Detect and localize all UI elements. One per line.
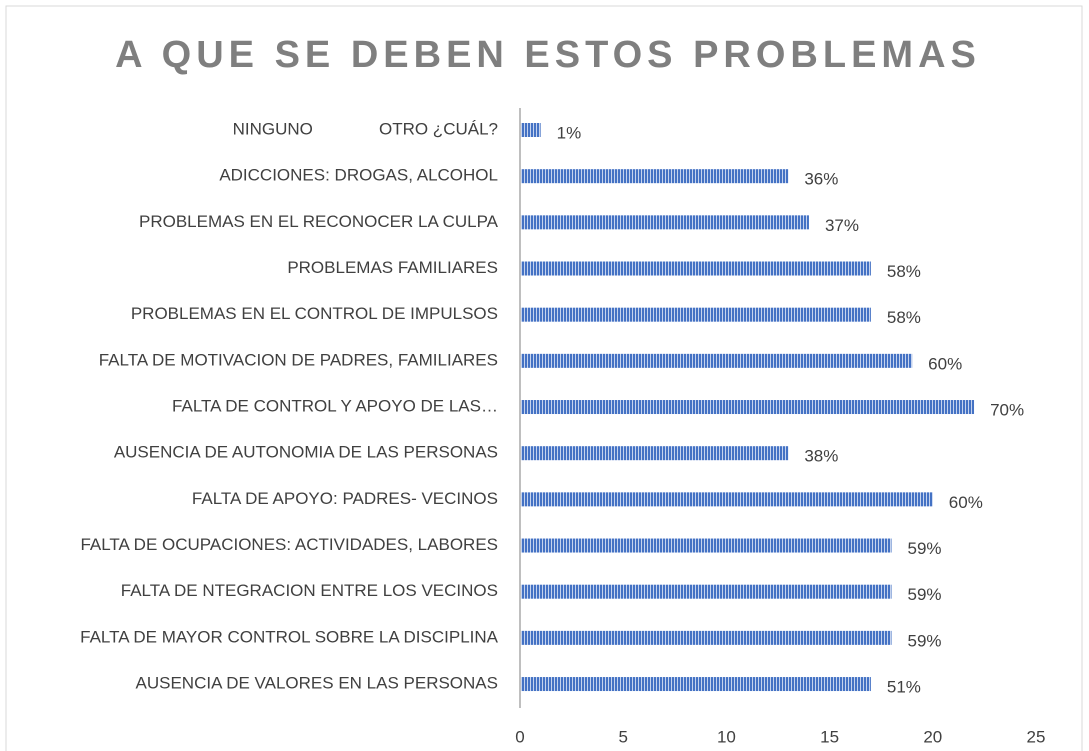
- chart-border: [5, 5, 1083, 751]
- y-tick-label: FALTA DE OCUPACIONES: ACTIVIDADES, LABOR…: [80, 535, 498, 554]
- y-tick-label: AUSENCIA DE VALORES EN LAS PERSONAS: [136, 674, 498, 693]
- y-tick-label: FALTA DE NTEGRACION ENTRE LOS VECINOS: [121, 581, 498, 600]
- value-label: 37%: [825, 216, 859, 235]
- y-tick-label: FALTA DE MAYOR CONTROL SOBRE LA DISCIPLI…: [80, 627, 499, 646]
- x-tick-label: 20: [923, 727, 942, 746]
- bar: [520, 353, 913, 368]
- bar: [520, 492, 933, 507]
- x-tick-label: 10: [717, 727, 736, 746]
- bar: [520, 584, 892, 599]
- value-label: 70%: [990, 401, 1024, 420]
- value-label: 60%: [949, 493, 983, 512]
- bar: [520, 538, 892, 553]
- bar: [520, 400, 975, 415]
- x-tick-label: 25: [1027, 727, 1046, 746]
- value-label: 58%: [887, 262, 921, 281]
- y-tick-label: PROBLEMAS EN EL RECONOCER LA CULPA: [139, 212, 499, 231]
- value-label: 59%: [908, 631, 942, 650]
- value-label: 59%: [908, 539, 942, 558]
- bar: [520, 215, 809, 230]
- bar: [520, 307, 871, 322]
- bar: [520, 261, 871, 276]
- bar: [520, 446, 789, 461]
- y-tick-label: FALTA DE MOTIVACION DE PADRES, FAMILIARE…: [99, 350, 498, 369]
- value-label: 38%: [804, 447, 838, 466]
- value-label: 58%: [887, 308, 921, 327]
- chart-title: A QUE SE DEBEN ESTOS PROBLEMAS: [115, 34, 981, 76]
- value-label: 60%: [928, 354, 962, 373]
- value-label: 59%: [908, 585, 942, 604]
- value-label: 51%: [887, 678, 921, 697]
- y-tick-label: FALTA DE CONTROL Y APOYO DE LAS…: [172, 397, 498, 416]
- y-tick-label: FALTA DE APOYO: PADRES- VECINOS: [192, 489, 498, 508]
- y-tick-label: AUSENCIA DE AUTONOMIA DE LAS PERSONAS: [114, 443, 498, 462]
- x-tick-label: 0: [515, 727, 524, 746]
- y-tick-label: NINGUNO OTRO ¿CUÁL?: [233, 119, 498, 138]
- y-tick-label: ADICCIONES: DROGAS, ALCOHOL: [219, 166, 498, 185]
- bar: [520, 677, 871, 692]
- value-label: 1%: [557, 123, 582, 142]
- value-label: 36%: [804, 170, 838, 189]
- bar: [520, 630, 892, 645]
- y-tick-label: PROBLEMAS FAMILIARES: [287, 258, 498, 277]
- x-tick-label: 15: [820, 727, 839, 746]
- bar: [520, 123, 541, 137]
- y-tick-label: PROBLEMAS EN EL CONTROL DE IMPULSOS: [131, 304, 498, 323]
- x-tick-label: 5: [618, 727, 627, 746]
- bar: [520, 169, 789, 184]
